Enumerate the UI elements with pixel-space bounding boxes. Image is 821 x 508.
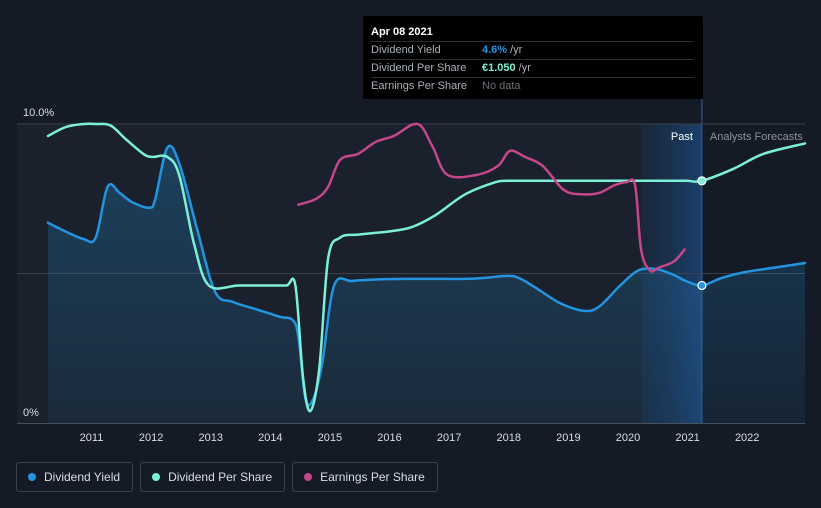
tooltip-label: Dividend Per Share <box>371 62 467 74</box>
tooltip-value: €1.050 <box>482 62 516 74</box>
x-tick-label: 2017 <box>437 432 461 444</box>
legend-dot <box>304 473 313 481</box>
tooltip-label: Earnings Per Share <box>371 80 467 92</box>
legend-item-dividend-yield[interactable]: Dividend Yield <box>16 462 134 492</box>
dividend-per-share-highlight-point <box>697 176 707 186</box>
dividend-yield-line <box>46 144 807 407</box>
tooltip-date: Apr 08 2021 <box>371 24 694 42</box>
x-tick-label: 2021 <box>675 432 699 444</box>
x-tick-label: 2022 <box>735 432 759 444</box>
legend-item-dividend-per-share[interactable]: Dividend Per Share <box>140 462 286 492</box>
x-tick-label: 2012 <box>139 432 163 444</box>
tooltip-row-dividend-yield: Dividend Yield 4.6% /yr <box>371 42 694 60</box>
legend-label: Earnings Per Share <box>320 470 425 484</box>
legend-dot <box>28 473 36 481</box>
tooltip-unit: /yr <box>510 44 523 56</box>
legend-label: Dividend Per Share <box>168 470 273 484</box>
tooltip-label: Dividend Yield <box>371 44 441 56</box>
legend-item-earnings-per-share[interactable]: Earnings Per Share <box>292 462 438 492</box>
dividend-per-share-line <box>46 122 807 413</box>
dividend-yield-highlight-point <box>697 280 707 291</box>
dividend-yield-area <box>48 145 805 423</box>
tooltip-nodata: No data <box>482 80 521 92</box>
y-tick-label: 0% <box>23 407 39 419</box>
forecast-label: Analysts Forecasts <box>710 131 803 143</box>
tooltip-unit: /yr <box>518 62 531 74</box>
x-tick-label: 2015 <box>318 432 342 444</box>
x-tick-label: 2020 <box>616 432 640 444</box>
tooltip-row-dividend-per-share: Dividend Per Share €1.050 /yr <box>371 60 694 78</box>
x-tick-label: 2014 <box>258 432 282 444</box>
legend: Dividend Yield Dividend Per Share Earnin… <box>16 462 445 492</box>
tooltip: Apr 08 2021 Dividend Yield 4.6% /yr Divi… <box>363 16 703 99</box>
earnings-per-share-line <box>297 122 686 273</box>
tooltip-row-earnings-per-share: Earnings Per Share No data <box>371 78 694 95</box>
past-label: Past <box>671 131 693 143</box>
x-tick-label: 2013 <box>198 432 222 444</box>
x-tick-label: 2011 <box>80 432 104 444</box>
legend-label: Dividend Yield <box>44 470 121 484</box>
legend-dot <box>152 473 161 481</box>
x-tick-label: 2018 <box>497 432 521 444</box>
x-tick-label: 2016 <box>377 432 401 444</box>
tooltip-value: 4.6% <box>482 44 508 56</box>
x-tick-label: 2019 <box>556 432 580 444</box>
y-tick-label: 10.0% <box>23 107 54 119</box>
